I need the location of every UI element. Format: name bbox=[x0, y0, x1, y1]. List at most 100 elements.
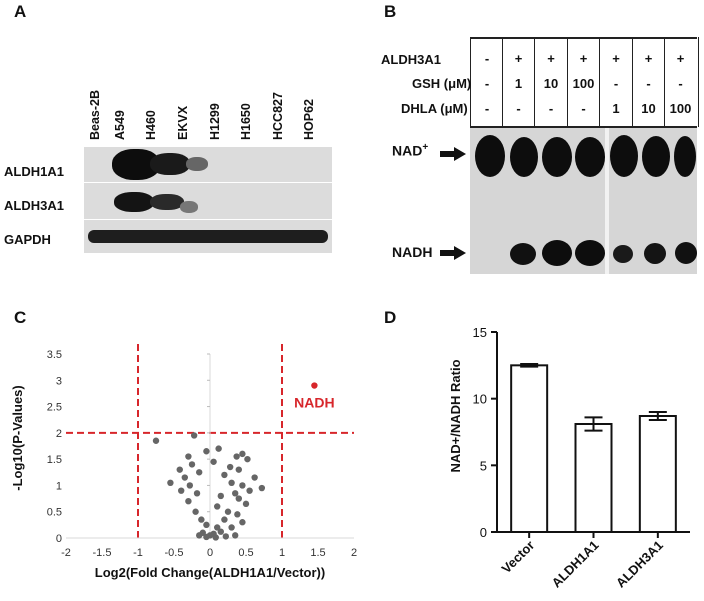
table-cell: + bbox=[644, 51, 653, 66]
nad-spot bbox=[542, 137, 572, 177]
data-point bbox=[233, 453, 240, 460]
data-point bbox=[214, 503, 221, 510]
table-divider bbox=[632, 37, 633, 127]
x-tick-label: 0 bbox=[207, 547, 213, 559]
bar bbox=[574, 423, 613, 533]
lane-label-ekvx: EKVX bbox=[176, 105, 190, 140]
blot-gapdh bbox=[84, 219, 332, 253]
table-cell: 1 bbox=[612, 101, 620, 116]
category-label: Vector bbox=[499, 538, 538, 577]
panel-b-letter: B bbox=[384, 2, 397, 21]
data-point bbox=[193, 490, 201, 497]
table-cell: + bbox=[579, 51, 588, 66]
lane-label-a549: A549 bbox=[113, 110, 127, 140]
data-point bbox=[234, 511, 241, 518]
data-point bbox=[206, 532, 214, 539]
x-tick-label: -1.5 bbox=[93, 547, 112, 559]
x-tick-label: -0.5 bbox=[165, 547, 184, 559]
table-divider bbox=[664, 37, 665, 127]
panel-c-letter: C bbox=[14, 308, 27, 327]
nadh-arrow-icon bbox=[440, 246, 466, 260]
nad-spot bbox=[610, 135, 638, 177]
data-point bbox=[221, 516, 228, 523]
lane-label-beas2b: Beas-2B bbox=[88, 89, 102, 140]
data-point bbox=[239, 519, 246, 526]
data-point bbox=[210, 458, 217, 465]
band bbox=[150, 194, 184, 210]
table-cell: 100 bbox=[669, 101, 692, 116]
table-divider bbox=[567, 37, 568, 127]
x-tick-label: 0.5 bbox=[238, 547, 253, 559]
data-point bbox=[190, 432, 198, 439]
data-point bbox=[221, 471, 228, 479]
table-cell: 10 bbox=[641, 101, 656, 116]
y-tick-label: 0.5 bbox=[47, 507, 62, 519]
x-tick-label: 1 bbox=[279, 547, 285, 559]
row-label-aldh1a1: ALDH1A1 bbox=[4, 164, 64, 179]
nad-label-text: NAD bbox=[392, 142, 423, 159]
data-point bbox=[235, 495, 242, 502]
blot-aldh3a1 bbox=[84, 182, 332, 219]
table-cell: - bbox=[678, 76, 683, 91]
panel-a-letter: A bbox=[14, 2, 27, 21]
y-tick-label: 5 bbox=[480, 458, 487, 473]
data-point bbox=[167, 479, 174, 486]
table-bottom-rule bbox=[470, 126, 697, 128]
data-point bbox=[228, 479, 235, 486]
table-cell: - bbox=[484, 51, 490, 66]
data-point bbox=[196, 532, 203, 539]
table-cell: - bbox=[548, 101, 554, 116]
data-point bbox=[251, 474, 258, 481]
table-cell: - bbox=[646, 76, 651, 91]
x-tick-label: -2 bbox=[61, 547, 71, 559]
volcano-axes: -2 -1.5 -1 -0.5 0 0.5 1 1.5 2 0 0.5 1 1.5 2 2.5 3 3.5 bbox=[47, 349, 357, 559]
volcano-x-label: Log2(Fold Change(ALDH1A1/Vector)) bbox=[95, 565, 325, 580]
condition-table-frame bbox=[470, 37, 699, 127]
bar bbox=[638, 415, 677, 533]
y-tick-label: 2 bbox=[56, 428, 62, 440]
highlight-label: NADH bbox=[294, 395, 334, 411]
y-tick-label: 2.5 bbox=[47, 402, 62, 414]
table-cell: - bbox=[484, 76, 490, 91]
nad-label: NAD+ bbox=[392, 142, 428, 159]
y-tick-label: 3.5 bbox=[47, 349, 62, 361]
panel-d-letter: D bbox=[384, 308, 397, 327]
data-point bbox=[239, 482, 246, 489]
data-point bbox=[212, 534, 219, 541]
data-point bbox=[258, 484, 266, 492]
data-point bbox=[232, 532, 239, 539]
table-cell: - bbox=[484, 101, 490, 116]
data-point bbox=[215, 445, 222, 452]
volcano-points: NADH bbox=[152, 382, 335, 541]
data-point bbox=[222, 533, 230, 540]
category-label: ALDH1A1 bbox=[549, 538, 602, 591]
band bbox=[114, 192, 154, 212]
y-tick-label: 15 bbox=[473, 325, 487, 340]
table-divider bbox=[534, 37, 535, 127]
data-point bbox=[192, 508, 199, 515]
data-point bbox=[176, 466, 183, 473]
y-tick-label: 0 bbox=[480, 525, 487, 540]
ratio-bar-chart: 0 5 10 15 Vector ALDH1A1 ALDH3A1 NAD+/NADH Rat… bbox=[448, 325, 690, 591]
nadh-spot bbox=[575, 240, 605, 266]
data-point bbox=[217, 492, 224, 500]
table-cell: + bbox=[612, 51, 620, 66]
condition-label-aldh3a1: ALDH3A1 bbox=[381, 52, 441, 67]
data-point bbox=[217, 528, 224, 535]
data-point bbox=[196, 469, 203, 476]
lane-label-hcc827: HCC827 bbox=[271, 92, 285, 140]
y-tick-label: 1.5 bbox=[47, 454, 62, 466]
x-tick-label: 1.5 bbox=[310, 547, 325, 559]
table-cell: + bbox=[514, 51, 523, 66]
data-point bbox=[235, 466, 242, 473]
data-point bbox=[188, 461, 196, 468]
row-label-aldh3a1: ALDH3A1 bbox=[4, 198, 64, 213]
band bbox=[180, 201, 198, 213]
x-tick-label: -1 bbox=[133, 547, 143, 559]
data-point bbox=[181, 474, 188, 481]
data-point bbox=[198, 516, 205, 523]
y-tick-label: 0 bbox=[56, 533, 62, 545]
data-point bbox=[232, 490, 239, 497]
nadh-label: NADH bbox=[392, 244, 433, 260]
band bbox=[88, 230, 328, 243]
